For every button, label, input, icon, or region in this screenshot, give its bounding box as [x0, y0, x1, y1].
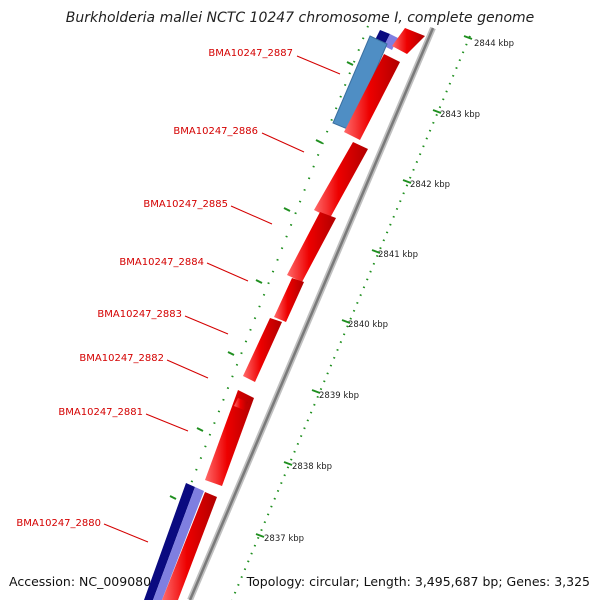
reverse-gene-top-light: [384, 34, 398, 50]
inner-tick-marks: [169, 61, 354, 500]
gene-label-leaders: [103, 55, 341, 543]
kbp-label-2839: 2839 kbp: [319, 391, 359, 401]
backbone: [187, 26, 436, 600]
gene-label-2881: BMA10247_2881: [58, 407, 143, 418]
gene-label-2886: BMA10247_2886: [173, 126, 258, 137]
red-gene-b: [344, 54, 400, 140]
reverse-gene-lower-dark: [144, 483, 195, 600]
reverse-strand-genes: [144, 30, 398, 600]
gene-label-2883: BMA10247_2883: [97, 309, 182, 320]
red-gene-e: [274, 278, 304, 322]
kbp-label-2840: 2840 kbp: [348, 320, 388, 330]
kbp-label-2838: 2838 kbp: [292, 462, 332, 472]
red-gene-g: [205, 390, 254, 486]
gene-label-2882: BMA10247_2882: [79, 353, 164, 364]
kbp-label-2843: 2843 kbp: [440, 110, 480, 120]
reverse-gene-lower-light: [153, 487, 204, 600]
gene-label-2887: BMA10247_2887: [208, 48, 293, 59]
kbp-label-2837: 2837 kbp: [264, 534, 304, 544]
map-title: Burkholderia mallei NCTC 10247 chromosom…: [65, 10, 535, 26]
kbp-labels: 2844 kbp 2843 kbp 2842 kbp 2841 kbp 2840…: [264, 39, 514, 544]
red-gene-h: [162, 492, 217, 600]
accession-text: Accession: NC_009080: [9, 574, 152, 589]
kbp-label-2844: 2844 kbp: [474, 39, 514, 49]
genome-summary-text: Topology: circular; Length: 3,495,687 bp…: [246, 574, 590, 589]
kbp-label-2842: 2842 kbp: [410, 180, 450, 190]
gene-label-2884: BMA10247_2884: [119, 257, 204, 268]
outer-tick-track: [231, 35, 471, 600]
red-gene-c: [314, 142, 368, 218]
gene-label-2885: BMA10247_2885: [143, 199, 228, 210]
forward-strand-genes: [162, 28, 425, 600]
red-gene-d: [287, 212, 336, 282]
kbp-label-2841: 2841 kbp: [378, 250, 418, 260]
gene-labels: BMA10247_2887 BMA10247_2886 BMA10247_288…: [16, 48, 293, 529]
red-gene-small: [234, 398, 248, 410]
gene-label-2880: BMA10247_2880: [16, 518, 101, 529]
red-gene-f: [243, 318, 282, 382]
red-gene-a: [392, 28, 425, 54]
kbp-tick-marks: [255, 35, 473, 538]
